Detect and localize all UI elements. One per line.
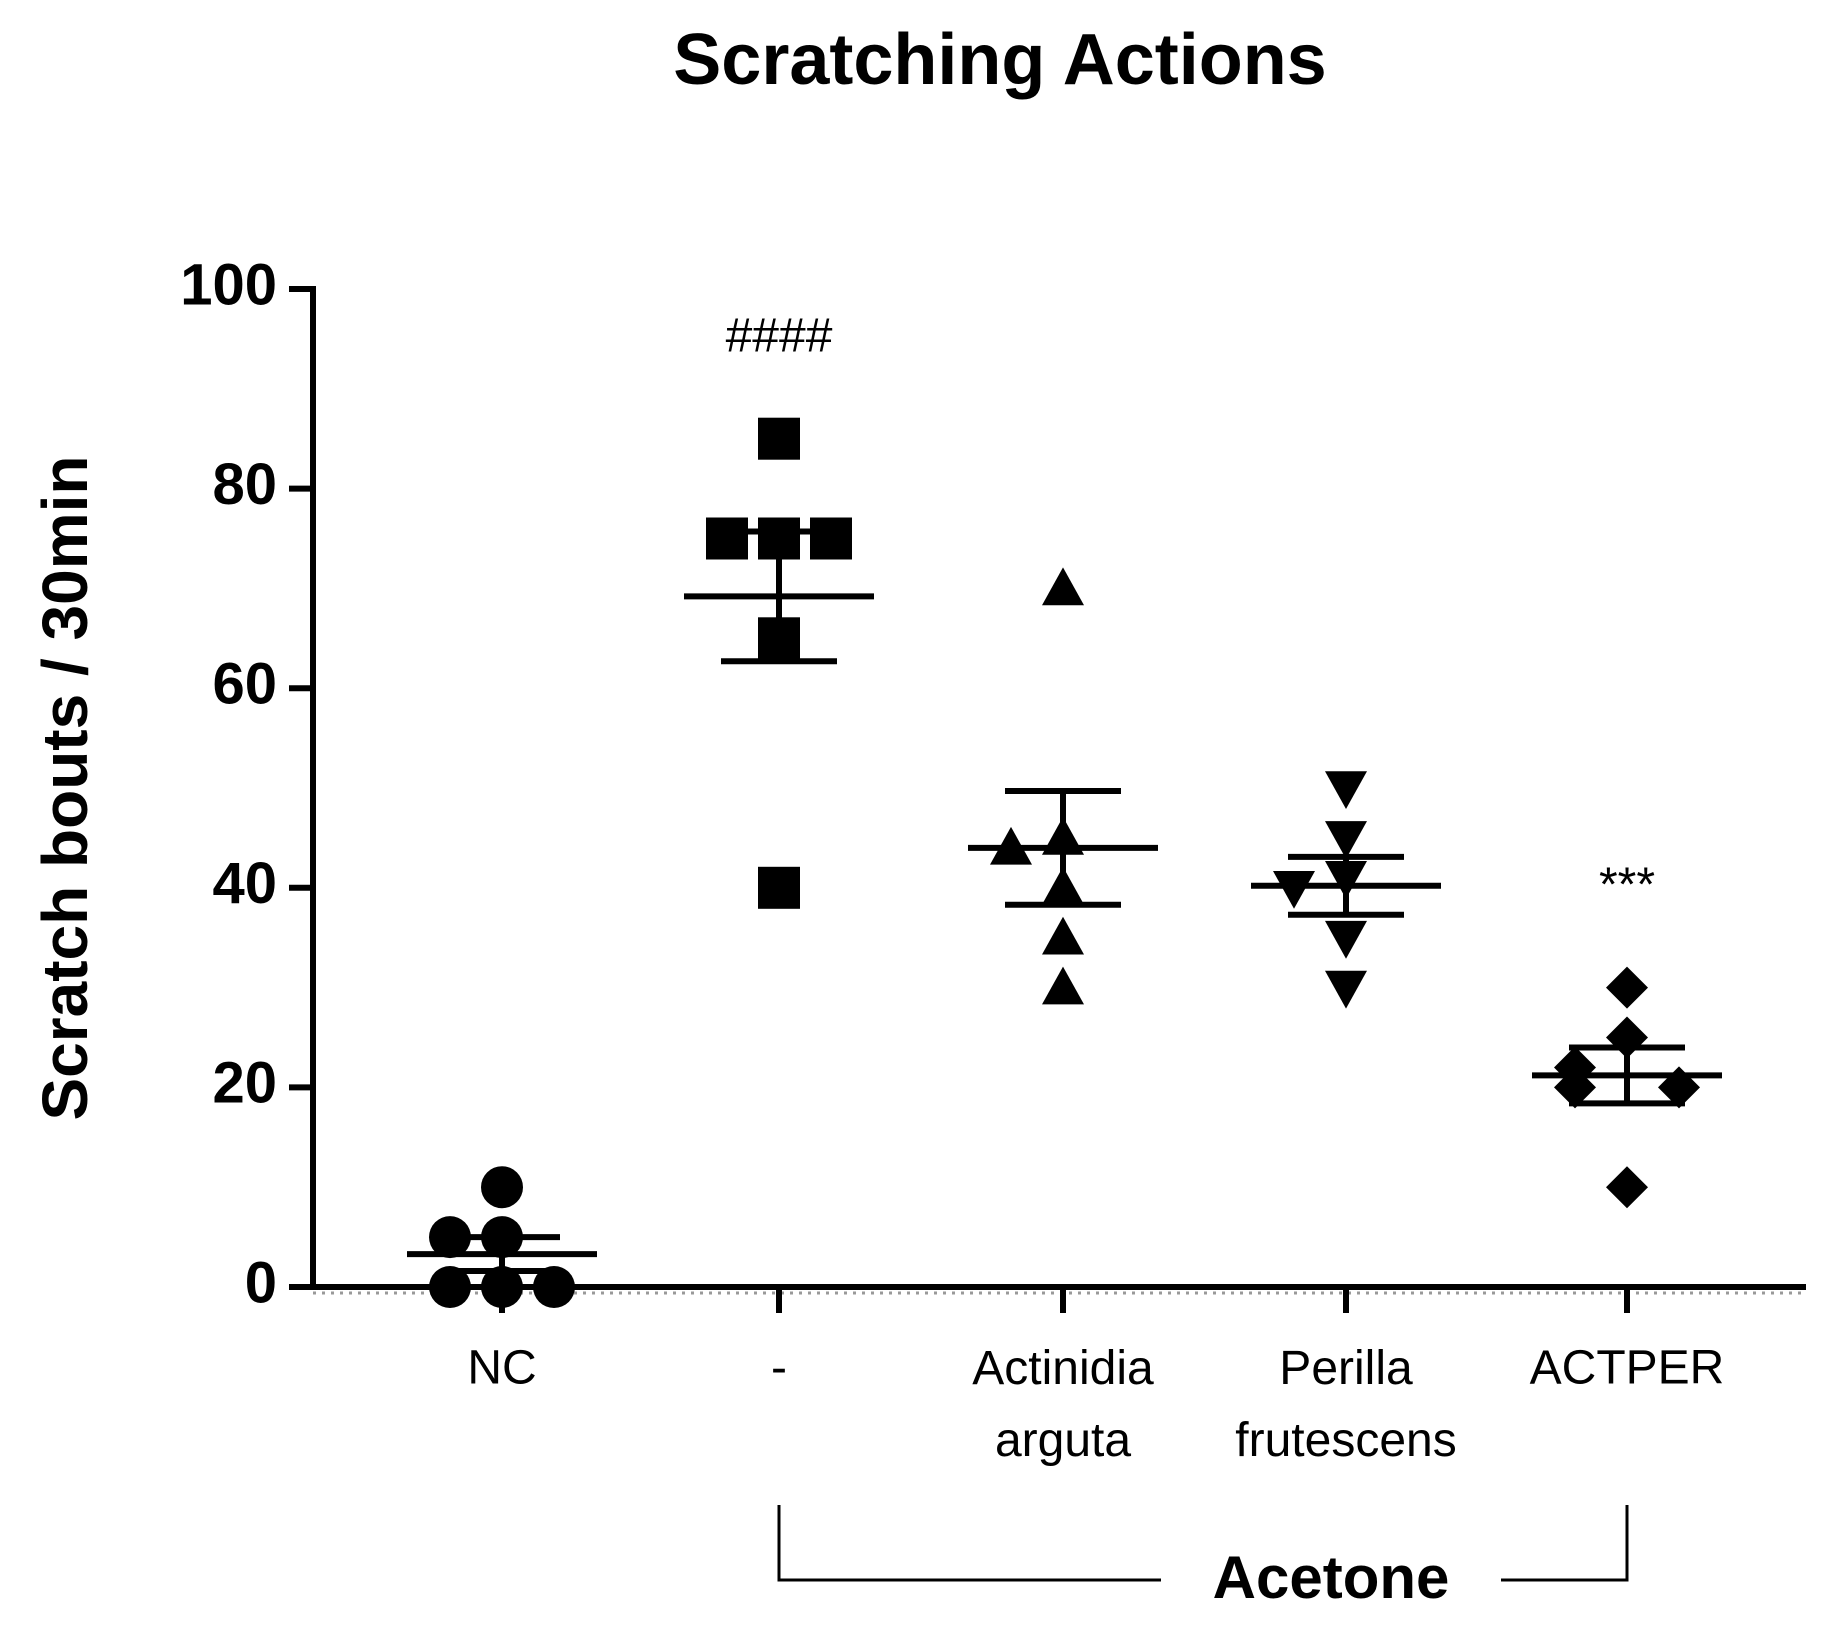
y-tick-label: 100 [180,252,277,317]
data-point [1606,1166,1648,1209]
data-point [1325,821,1367,859]
data-point [758,417,800,460]
data-point [1042,916,1084,955]
data-point [481,1166,523,1209]
group-bracket [777,1505,1629,1582]
y-tick-label: 20 [212,1051,277,1116]
x-tick-label: Perilla frutescens [1235,1342,1456,1467]
data-point [1325,771,1367,809]
significance-label: *** [1599,858,1655,911]
data-point [481,1266,523,1308]
chart-title: Scratching Actions [673,20,1326,100]
data-point [706,517,748,560]
data-point [1325,970,1367,1009]
y-tick-label: 40 [212,851,277,916]
data-point [810,517,852,560]
group-label: Acetone [1213,1544,1450,1611]
x-tick-label: NC [467,1342,536,1395]
data-point [1325,920,1367,959]
data-point [1042,567,1084,606]
data-point [1606,966,1648,1009]
data-point [533,1266,575,1308]
x-tick-label: Actinidia arguta [972,1342,1154,1467]
significance-label: #### [726,309,833,362]
data-point [1273,871,1315,909]
data-point [1042,966,1084,1005]
y-tick-label: 80 [212,452,277,517]
y-axis-label: Scratch bouts / 30min [29,455,101,1120]
data-point [758,866,800,909]
data-point [429,1266,471,1308]
x-tick-label: - [771,1342,787,1395]
y-tick-label: 0 [245,1250,277,1315]
x-tick-label: ACTPER [1530,1342,1725,1395]
y-tick-label: 60 [212,652,277,717]
